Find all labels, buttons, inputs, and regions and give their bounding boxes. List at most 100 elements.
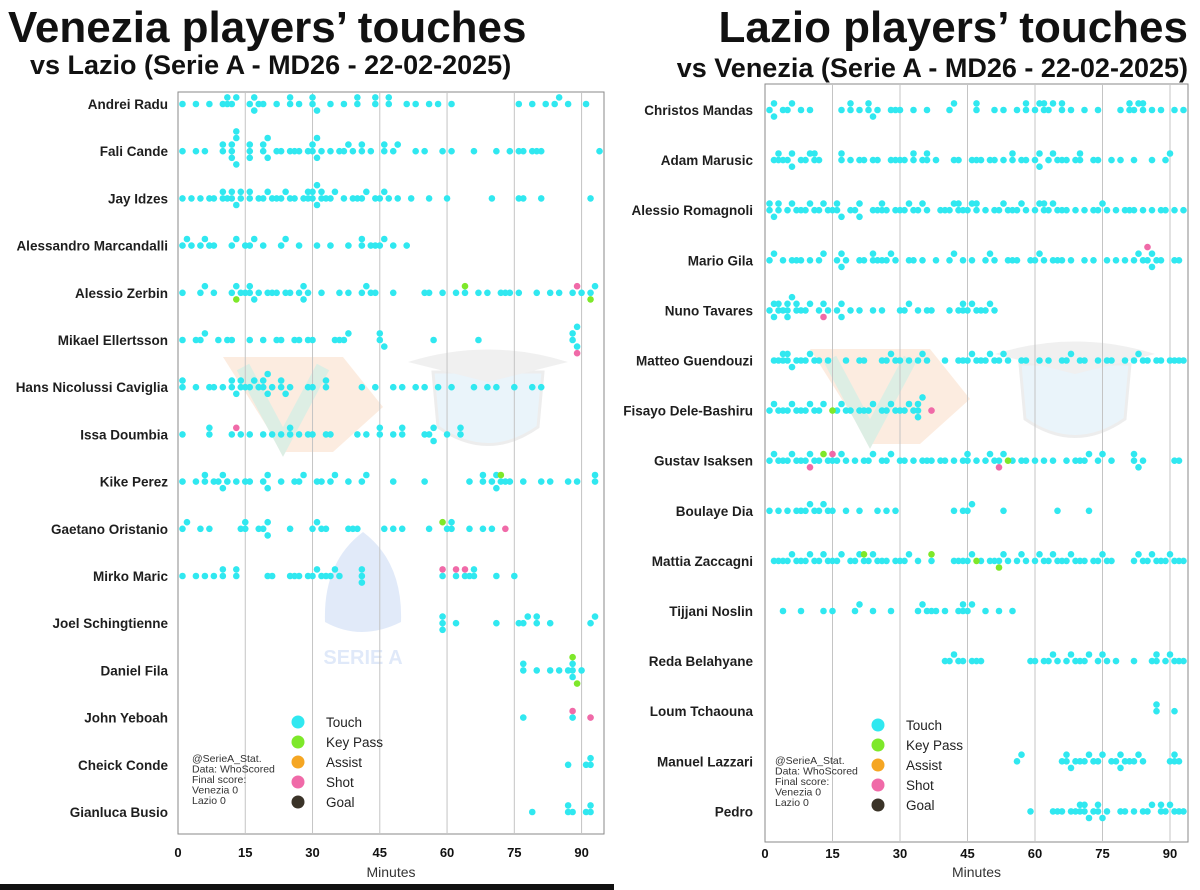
touch-marker [991,257,998,264]
touch-marker [286,94,294,101]
touch-marker [425,100,433,108]
touch-marker [847,407,854,414]
touch-marker [179,195,186,202]
touch-marker [555,289,563,297]
touch-marker [1076,150,1084,157]
touch-marker [1063,357,1070,364]
touch-marker [766,106,773,114]
touch-marker [219,188,227,196]
touch-marker [197,336,204,344]
touch-marker [493,147,500,155]
x-tick-label: 30 [305,845,319,860]
touch-marker [995,457,1003,465]
touch-marker [779,607,787,615]
touch-marker [1031,457,1039,465]
touch-marker [219,471,227,479]
touch-marker [1121,357,1129,364]
touch-marker [946,106,953,114]
touch-marker [448,518,455,526]
touch-marker [291,195,298,202]
touch-marker [376,195,384,202]
touch-marker [354,431,361,438]
touch-marker [277,431,285,438]
touch-marker [394,195,402,202]
touch-marker [802,206,809,214]
touch-marker [856,106,863,114]
touch-marker [506,289,514,297]
touch-marker [1117,751,1124,758]
touch-marker [1166,801,1174,809]
touch-marker [923,206,931,214]
touch-marker [282,188,289,196]
touch-marker [587,289,594,297]
touch-marker [811,150,818,157]
touch-marker [457,424,464,432]
touch-marker [1000,507,1007,515]
touch-marker [1108,557,1115,565]
touch-marker [439,289,446,297]
touch-marker [860,257,868,264]
touch-marker [968,300,976,308]
x-tick-label: 15 [238,845,252,860]
touch-marker [847,106,854,114]
touch-marker [533,619,541,627]
touch-marker [219,383,227,391]
touch-marker [1022,457,1030,465]
touch-marker [847,100,854,107]
touch-marker [946,657,953,665]
touch-marker [874,106,881,114]
touch-marker [905,400,913,408]
touch-marker [179,242,186,249]
touch-marker [1153,707,1160,715]
touch-marker [869,450,877,458]
touch-marker [564,802,572,809]
touch-marker [1148,156,1156,164]
touch-marker [1054,507,1061,515]
touch-marker [1031,657,1039,665]
touch-marker [372,289,379,297]
touch-marker [578,667,585,674]
touch-marker [345,141,352,148]
touch-marker [806,500,814,508]
touch-marker [1153,651,1160,658]
touch-marker [995,357,1003,364]
touch-marker [1130,106,1138,114]
touch-marker [358,195,366,202]
touch-marker [470,572,478,580]
touch-marker [443,195,451,202]
credits-line: Final score: [192,774,246,786]
touch-marker [578,289,585,297]
touch-marker [596,147,603,155]
legend-marker-goal [291,795,305,809]
touch-marker [919,601,926,608]
touch-marker [1180,808,1187,815]
touch-marker [806,300,814,308]
touch-marker [398,525,406,533]
touch-marker [264,154,271,162]
touch-marker [569,714,576,721]
touch-marker [977,156,985,164]
touch-marker [1153,701,1160,708]
touch-marker [1009,156,1016,164]
touch-marker [273,289,280,297]
touch-marker [1103,257,1111,264]
touch-marker [923,357,931,364]
touch-marker [964,357,971,364]
touch-marker [210,289,218,297]
touch-marker [448,100,455,108]
key-pass-marker [1004,457,1012,465]
touch-marker [452,289,460,297]
touch-marker [1121,257,1129,264]
touch-marker [788,551,796,558]
touch-marker [806,200,814,207]
touch-marker [838,250,845,257]
touch-marker [833,200,841,207]
touch-marker [820,400,827,408]
touch-marker [1085,751,1093,758]
touch-marker [1063,206,1070,214]
touch-marker [300,471,307,479]
touch-marker [569,808,576,816]
touch-marker [430,424,437,432]
touch-marker [327,242,334,249]
player-label: Gaetano Oristanio [51,522,168,537]
